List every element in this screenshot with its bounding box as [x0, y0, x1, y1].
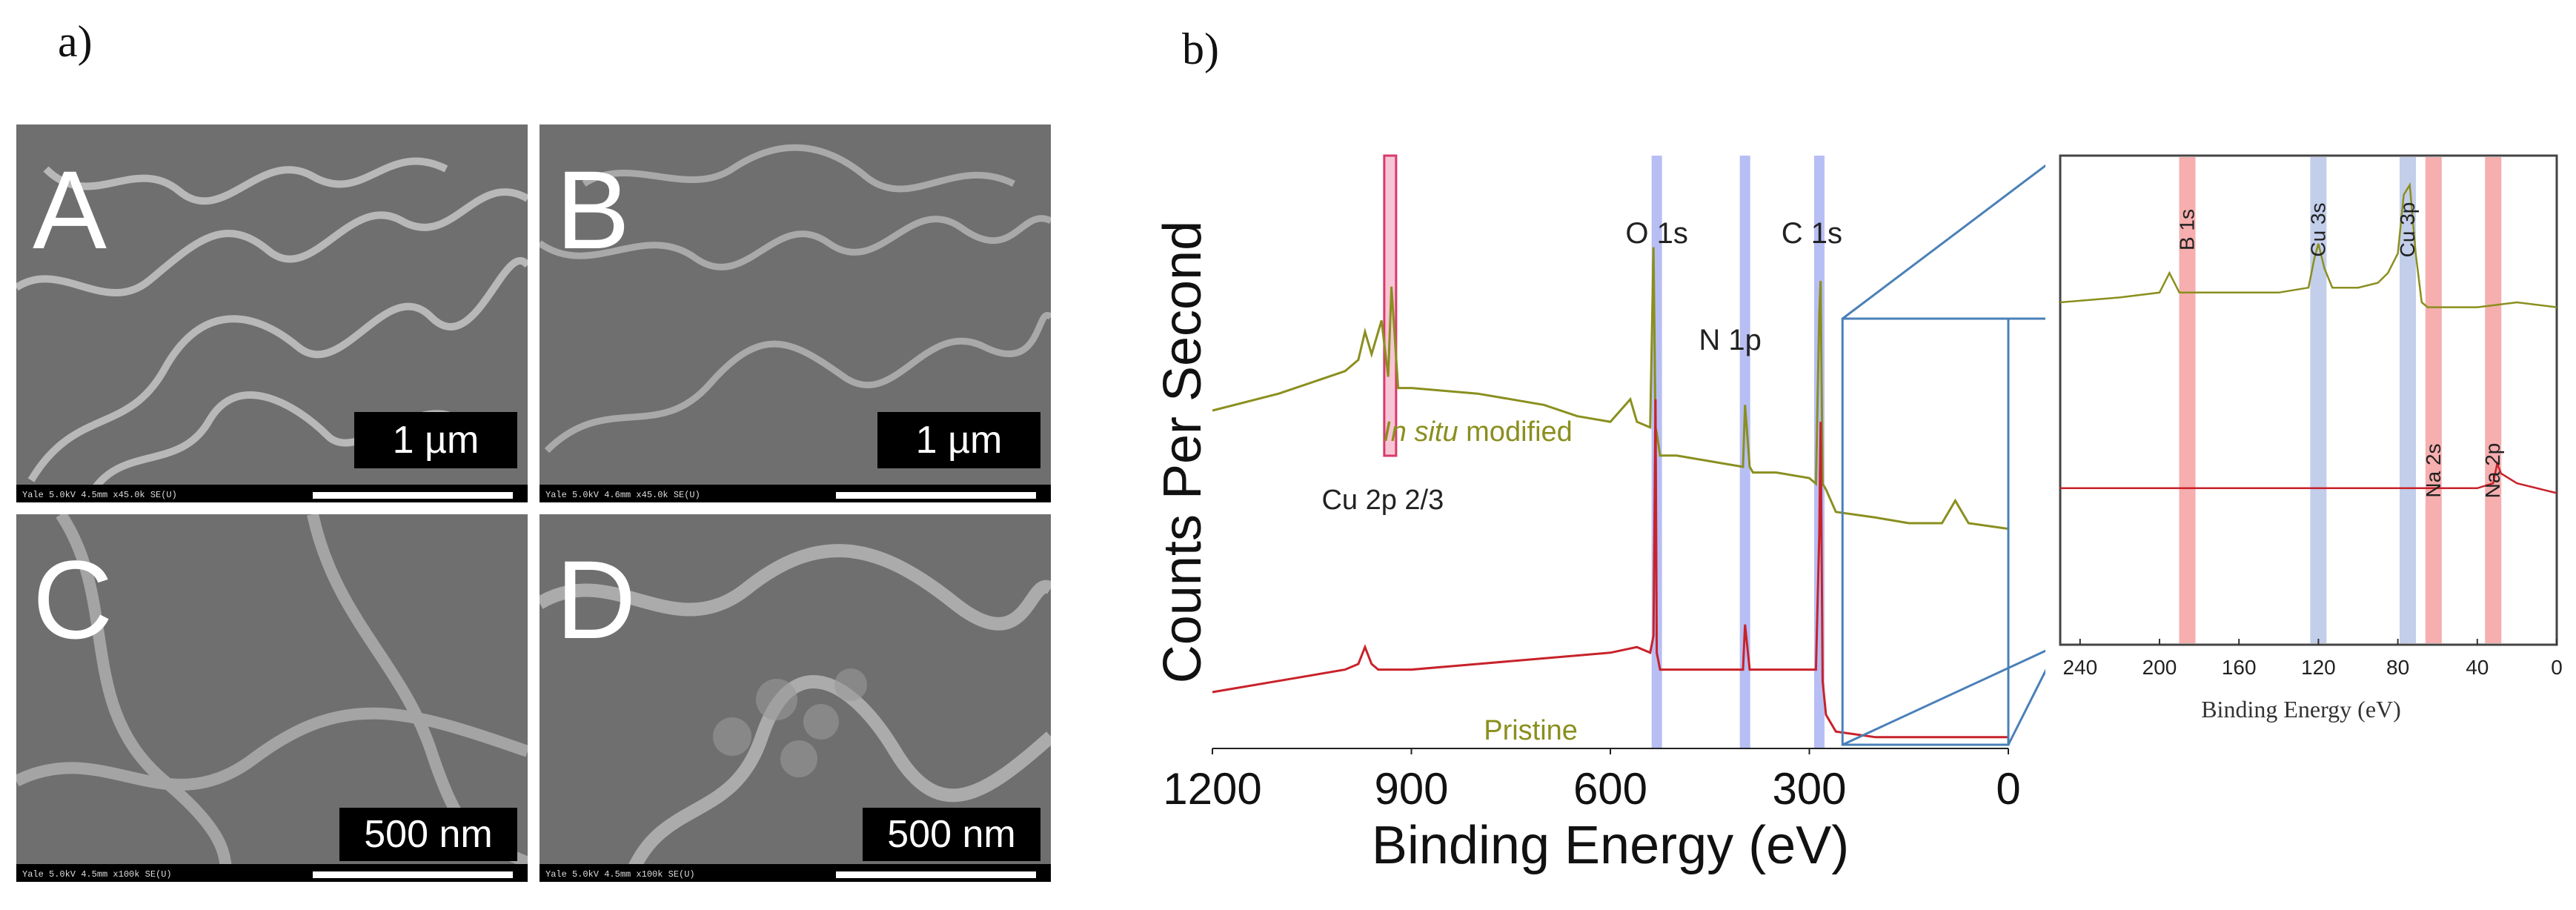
zoom-region-box — [1841, 317, 2010, 746]
annotation-label: Cu 3p — [2396, 202, 2419, 258]
annotation-labels: B 1s Cu 3s Cu 3p Na 2s Na 2p — [2176, 202, 2505, 499]
x-tick-label: 900 — [1374, 764, 1448, 814]
x-tick-label: 120 — [2301, 656, 2336, 679]
scale-bar — [836, 492, 1036, 499]
sem-letter: B — [556, 147, 631, 272]
scale-bar — [313, 871, 513, 878]
x-tick-label: 0 — [1996, 764, 2020, 814]
sem-image-d: D 500 nm Yale 5.0kV 4.5mm x100k SE(U) — [540, 514, 1051, 882]
sem-letter: C — [33, 537, 113, 662]
sem-texture-d — [540, 544, 1051, 882]
annotation-bands — [1383, 154, 1825, 748]
series-line-pristine — [2060, 460, 2557, 494]
inset-frame — [2059, 154, 2558, 646]
annotation-label: Na 2p — [2481, 443, 2504, 499]
annotation-band — [2425, 157, 2442, 643]
xps-survey-chart: 1200 900 600 300 0 O 1s N 1p C 1s Cu 2p 2/3 … — [1156, 154, 2045, 875]
series-line-pristine — [1212, 399, 2008, 739]
x-axis-label: Binding Energy (eV) — [1372, 816, 1849, 875]
zoom-connector-line — [1842, 649, 2045, 746]
x-tick-label: 600 — [1573, 764, 1647, 814]
annotation-bands — [2179, 157, 2502, 643]
x-tick-label: 240 — [2062, 656, 2097, 679]
annotation-band — [2179, 157, 2196, 643]
series-label-rest: modified — [1458, 416, 1573, 448]
sem-texture-b — [540, 144, 1051, 454]
x-tick-label: 1200 — [1163, 764, 1261, 814]
series-line-modified — [2059, 182, 2557, 308]
annotation-n1p: N 1p — [1699, 324, 1762, 356]
annotation-label: Cu 3s — [2306, 202, 2329, 256]
x-tick-label: 80 — [2386, 656, 2409, 679]
annotation-band — [2485, 157, 2502, 643]
chart-series — [2059, 182, 2557, 494]
annotation-label: Na 2s — [2422, 443, 2445, 497]
zoom-connector-line — [1842, 164, 2045, 320]
annotation-band — [2310, 157, 2327, 643]
series-label-modified: In situ modified — [1383, 416, 1573, 448]
scale-label: 500 nm — [863, 808, 1040, 861]
panel-b-label: b) — [1182, 24, 1219, 73]
sem-letter: D — [556, 537, 637, 662]
sem-texture-a — [16, 157, 528, 497]
panel-a-label: a) — [58, 17, 93, 66]
chart-series — [1212, 247, 2009, 739]
sem-info-text: Yale 5.0kV 4.6mm x45.0k SE(U) — [545, 490, 700, 500]
x-tick-labels: 1200 900 600 300 0 — [1163, 748, 2021, 814]
sem-info-text: Yale 5.0kV 4.5mm x100k SE(U) — [22, 869, 172, 880]
annotation-c1s: C 1s — [1782, 217, 1842, 250]
scale-label: 1 µm — [354, 412, 517, 468]
sem-image-b: B 1 µm Yale 5.0kV 4.6mm x45.0k SE(U) — [540, 124, 1051, 502]
annotation-band — [2400, 157, 2416, 643]
scale-bar — [836, 871, 1036, 878]
x-tick-label: 40 — [2466, 656, 2489, 679]
sem-letter: A — [33, 147, 107, 272]
annotation-cu2p: Cu 2p 2/3 — [1321, 485, 1444, 516]
x-tick-labels: 240 200 160 120 80 40 0 — [2062, 639, 2563, 679]
sem-image-a: A 1 µm Yale 5.0kV 4.5mm x45.0k SE(U) — [16, 124, 528, 502]
series-line-modified — [1212, 247, 2009, 531]
scale-bar — [313, 492, 513, 499]
series-label-italic: In situ — [1383, 416, 1458, 448]
x-tick-label: 200 — [2142, 656, 2177, 679]
series-label-pristine: Pristine — [1484, 715, 1578, 746]
annotation-label: B 1s — [2176, 209, 2199, 250]
scale-label: 500 nm — [339, 808, 517, 861]
x-tick-label: 0 — [2551, 656, 2563, 679]
sem-image-c: C 500 nm Yale 5.0kV 4.5mm x100k SE(U) — [16, 514, 528, 882]
zoom-connector-line — [2007, 668, 2045, 745]
y-axis-label: Counts Per Second — [1156, 221, 1212, 683]
inset-x-axis-label: Binding Energy (eV) — [2201, 696, 2401, 723]
sem-info-text: Yale 5.0kV 4.5mm x45.0k SE(U) — [22, 490, 177, 500]
x-tick-label: 160 — [2222, 656, 2257, 679]
xps-inset-chart: 240 200 160 120 80 40 0 B 1s Cu 3s Cu 3p Na 2s Na … — [2059, 154, 2563, 723]
x-tick-label: 300 — [1772, 764, 1846, 814]
scale-label: 1 µm — [877, 412, 1040, 468]
annotation-o1s: O 1s — [1625, 217, 1687, 250]
sem-info-text: Yale 5.0kV 4.5mm x100k SE(U) — [545, 869, 695, 880]
annotation-band — [1739, 156, 1750, 748]
